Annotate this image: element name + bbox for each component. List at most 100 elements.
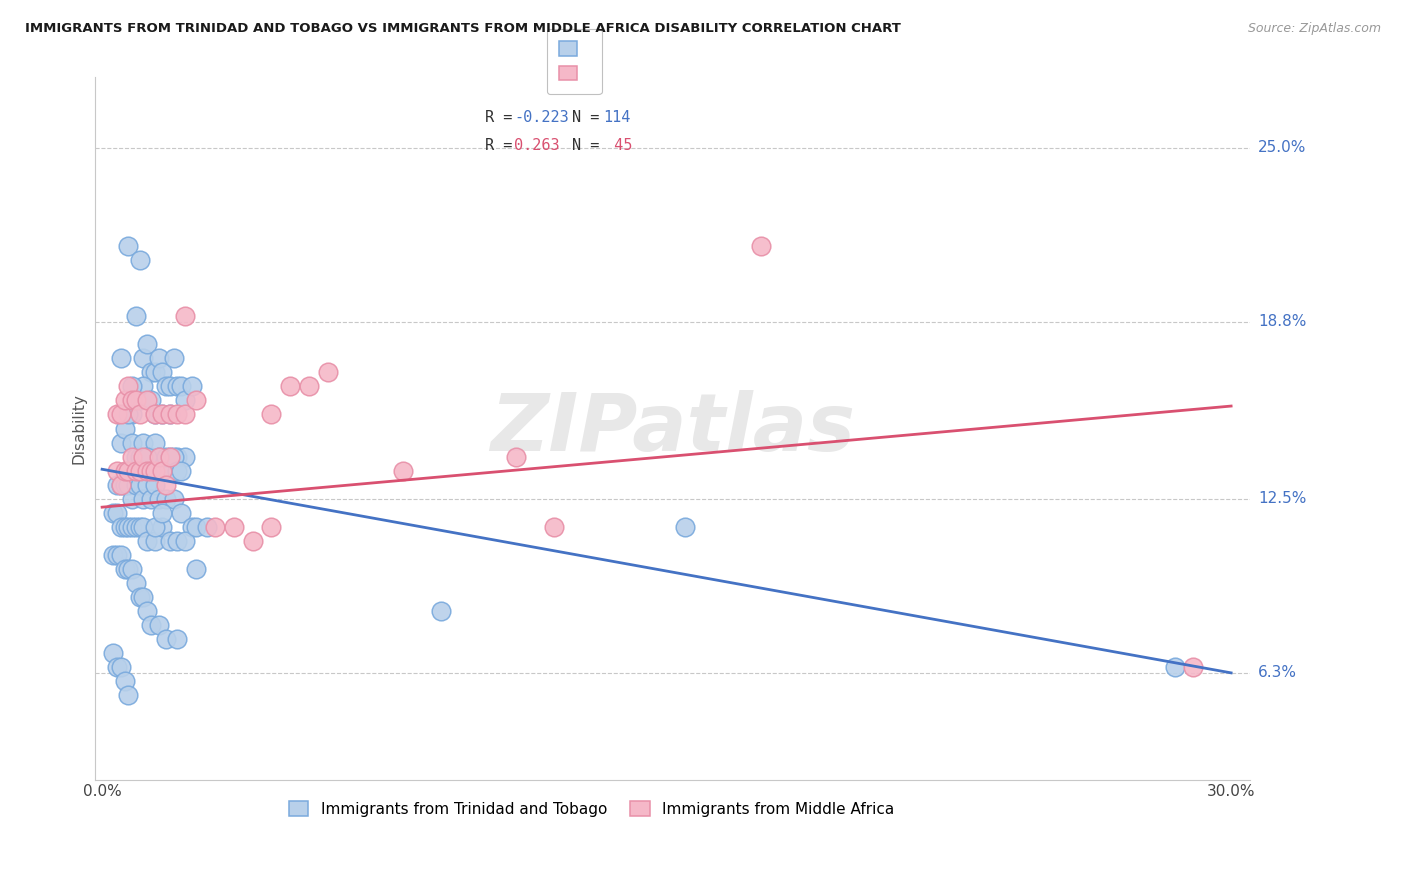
Point [125, 450, 148, 464]
Point [121, 435, 143, 450]
Point [114, 393, 136, 408]
Point [117, 477, 139, 491]
Point [114, 674, 136, 689]
Point [174, 450, 197, 464]
Point [150, 408, 173, 422]
Point [114, 464, 136, 478]
Point [260, 520, 283, 534]
Point [125, 393, 148, 408]
Point [150, 408, 173, 422]
Point [105, 464, 128, 478]
Point [1182, 660, 1205, 674]
Text: N =: N = [572, 138, 609, 153]
Text: IMMIGRANTS FROM TRINIDAD AND TOBAGO VS IMMIGRANTS FROM MIDDLE AFRICA DISABILITY : IMMIGRANTS FROM TRINIDAD AND TOBAGO VS I… [25, 22, 901, 36]
Text: 18.8%: 18.8% [1258, 314, 1306, 329]
Point [143, 408, 166, 422]
Text: R =: R = [485, 111, 522, 125]
Point [139, 464, 162, 478]
Legend: Immigrants from Trinidad and Tobago, Immigrants from Middle Africa: Immigrants from Trinidad and Tobago, Imm… [281, 794, 901, 824]
Point [148, 618, 170, 632]
Point [105, 660, 128, 674]
Point [132, 450, 155, 464]
Point [136, 533, 159, 548]
Point [110, 477, 132, 491]
Point [143, 464, 166, 478]
Point [150, 464, 173, 478]
Point [139, 393, 162, 408]
Point [125, 464, 148, 478]
Point [110, 548, 132, 562]
Point [110, 520, 132, 534]
Y-axis label: Disability: Disability [72, 393, 86, 464]
Point [105, 506, 128, 520]
Point [166, 408, 188, 422]
Point [103, 646, 125, 660]
Point [316, 365, 339, 379]
Point [170, 506, 193, 520]
Point [150, 520, 173, 534]
Point [170, 464, 193, 478]
Point [117, 379, 139, 393]
Point [148, 450, 170, 464]
Point [121, 562, 143, 576]
Point [132, 351, 155, 366]
Point [1163, 660, 1185, 674]
Point [143, 365, 166, 379]
Point [139, 618, 162, 632]
Point [242, 533, 264, 548]
Point [155, 379, 177, 393]
Point [174, 408, 197, 422]
Point [105, 408, 128, 422]
Point [110, 408, 132, 422]
Point [117, 689, 139, 703]
Point [148, 351, 170, 366]
Point [181, 379, 204, 393]
Point [148, 450, 170, 464]
Point [117, 562, 139, 576]
Point [174, 309, 197, 323]
Point [128, 590, 150, 604]
Text: 0.263: 0.263 [515, 138, 560, 153]
Point [143, 408, 166, 422]
Point [159, 408, 181, 422]
Point [114, 562, 136, 576]
Point [128, 393, 150, 408]
Point [136, 464, 159, 478]
Point [222, 520, 245, 534]
Point [132, 379, 155, 393]
Point [162, 491, 184, 506]
Point [749, 239, 772, 253]
Text: 45: 45 [605, 138, 633, 153]
Point [128, 408, 150, 422]
Point [155, 632, 177, 647]
Point [136, 450, 159, 464]
Point [150, 365, 173, 379]
Point [260, 408, 283, 422]
Point [121, 408, 143, 422]
Point [132, 491, 155, 506]
Point [121, 491, 143, 506]
Point [132, 590, 155, 604]
Point [121, 379, 143, 393]
Point [155, 450, 177, 464]
Point [143, 477, 166, 491]
Point [103, 506, 125, 520]
Point [114, 421, 136, 435]
Point [143, 435, 166, 450]
Text: -0.223: -0.223 [515, 111, 568, 125]
Point [162, 351, 184, 366]
Point [125, 576, 148, 591]
Point [155, 477, 177, 491]
Point [159, 450, 181, 464]
Point [136, 477, 159, 491]
Point [162, 450, 184, 464]
Point [159, 533, 181, 548]
Point [128, 477, 150, 491]
Point [125, 520, 148, 534]
Point [128, 450, 150, 464]
Point [166, 379, 188, 393]
Text: 25.0%: 25.0% [1258, 140, 1306, 155]
Point [128, 252, 150, 267]
Point [105, 477, 128, 491]
Point [186, 520, 208, 534]
